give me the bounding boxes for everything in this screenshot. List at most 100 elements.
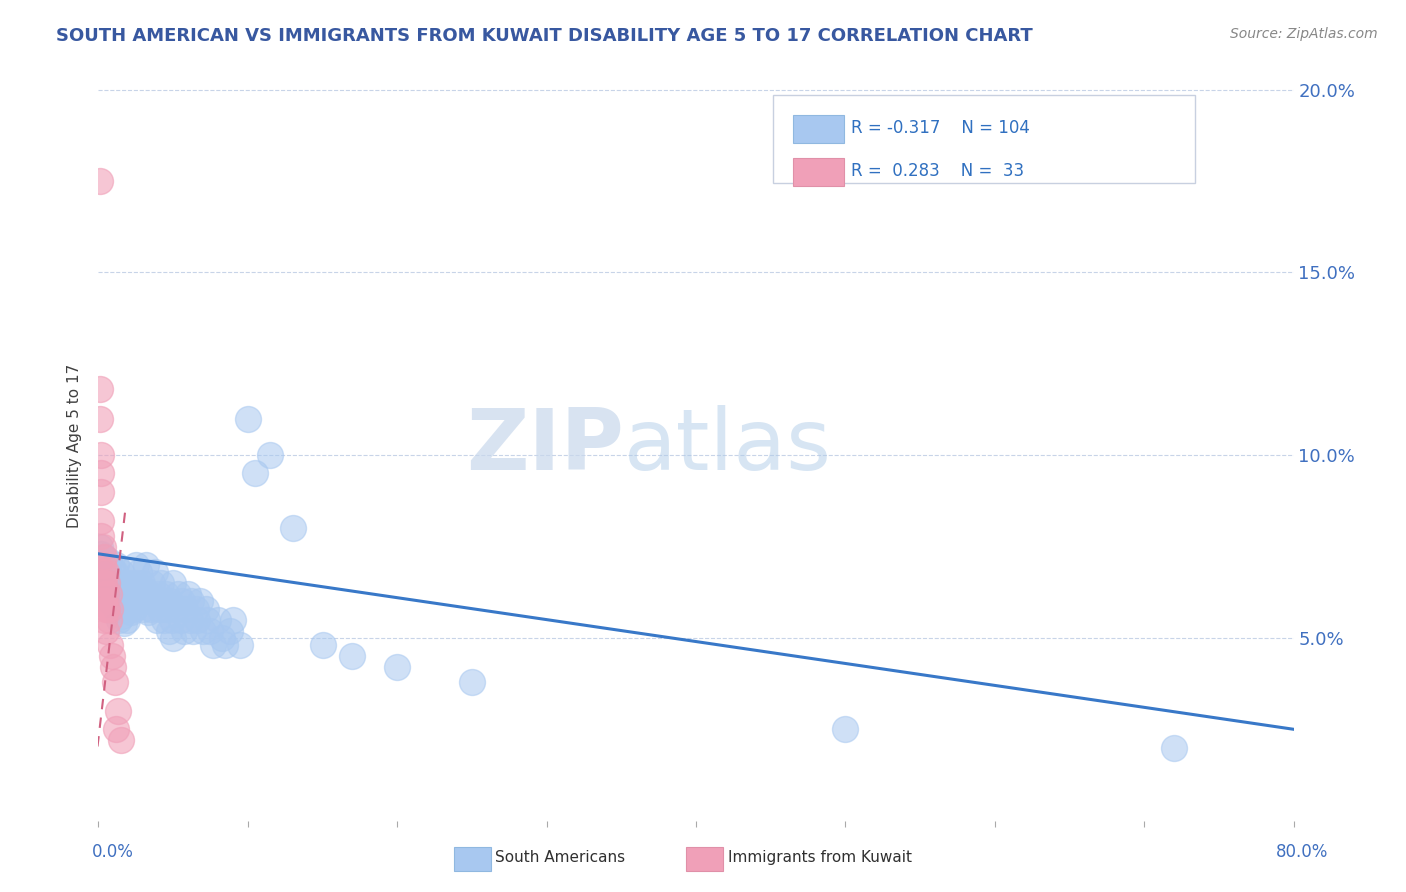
Point [197, 613, 219, 627]
Point [342, 649, 364, 664]
Point [103, 576, 125, 591]
Point [148, 587, 170, 601]
Point [160, 613, 183, 627]
Point [222, 613, 245, 627]
Point [110, 733, 132, 747]
Point [90, 448, 112, 462]
Point [98, 638, 122, 652]
Point [159, 594, 181, 608]
Point [98, 594, 122, 608]
Point [107, 704, 129, 718]
Point [96, 601, 118, 615]
Point [97, 576, 120, 591]
Point [1163, 740, 1185, 755]
Point [125, 558, 148, 572]
Point [385, 660, 409, 674]
Point [162, 576, 184, 591]
Point [91, 558, 114, 572]
Point [139, 601, 162, 615]
Point [105, 723, 128, 737]
Point [90, 467, 112, 481]
Point [188, 594, 211, 608]
Point [112, 616, 135, 631]
Point [94, 558, 117, 572]
Point [117, 583, 139, 598]
Point [94, 587, 117, 601]
Point [107, 594, 129, 608]
Point [110, 601, 132, 615]
Point [173, 624, 195, 638]
Point [104, 674, 127, 689]
Point [135, 558, 157, 572]
Point [138, 587, 160, 601]
Point [156, 601, 179, 615]
Text: R = -0.317    N = 104: R = -0.317 N = 104 [851, 120, 1029, 137]
Point [134, 583, 156, 598]
Point [89, 411, 111, 425]
Point [259, 448, 281, 462]
Point [141, 576, 163, 591]
Point [101, 649, 124, 664]
Point [104, 565, 127, 579]
Text: Immigrants from Kuwait: Immigrants from Kuwait [728, 850, 912, 864]
Point [94, 573, 117, 587]
Point [124, 601, 146, 615]
Point [90, 547, 112, 561]
Point [177, 587, 200, 601]
Point [214, 638, 236, 652]
Point [834, 723, 856, 737]
Point [105, 558, 128, 572]
Point [281, 521, 304, 535]
Point [97, 587, 120, 601]
Text: ZIP: ZIP [467, 404, 624, 488]
Point [94, 565, 117, 579]
Point [229, 638, 252, 652]
Point [98, 568, 122, 582]
Point [236, 411, 259, 425]
Point [143, 565, 166, 579]
Point [142, 594, 165, 608]
Point [153, 613, 176, 627]
Point [94, 601, 117, 615]
Point [184, 601, 207, 615]
Point [115, 591, 138, 605]
Y-axis label: Disability Age 5 to 17: Disability Age 5 to 17 [67, 364, 83, 528]
Point [136, 605, 159, 619]
Text: 0.0%: 0.0% [91, 843, 134, 861]
Point [93, 576, 115, 591]
Point [114, 576, 136, 591]
Point [91, 576, 114, 591]
Point [91, 540, 114, 554]
Point [90, 484, 112, 499]
Point [103, 660, 125, 674]
Point [162, 631, 184, 645]
Point [181, 624, 204, 638]
Point [107, 576, 129, 591]
Point [93, 594, 115, 608]
Point [120, 576, 142, 591]
Point [128, 565, 150, 579]
Point [91, 576, 114, 591]
Point [191, 624, 214, 638]
Point [104, 587, 127, 601]
Point [112, 594, 135, 608]
Point [174, 601, 197, 615]
Point [179, 613, 201, 627]
Point [93, 613, 115, 627]
Point [94, 624, 117, 638]
Point [89, 174, 111, 188]
Point [97, 554, 120, 568]
Point [207, 613, 229, 627]
Point [155, 587, 177, 601]
Point [93, 550, 115, 565]
Point [150, 576, 173, 591]
Text: 80.0%: 80.0% [1277, 843, 1329, 861]
Point [89, 540, 111, 554]
Point [98, 601, 122, 615]
Point [165, 601, 187, 615]
Text: SOUTH AMERICAN VS IMMIGRANTS FROM KUWAIT DISABILITY AGE 5 TO 17 CORRELATION CHAR: SOUTH AMERICAN VS IMMIGRANTS FROM KUWAIT… [56, 27, 1033, 45]
Point [90, 514, 112, 528]
Point [149, 601, 172, 615]
Point [169, 613, 191, 627]
Point [101, 583, 124, 598]
